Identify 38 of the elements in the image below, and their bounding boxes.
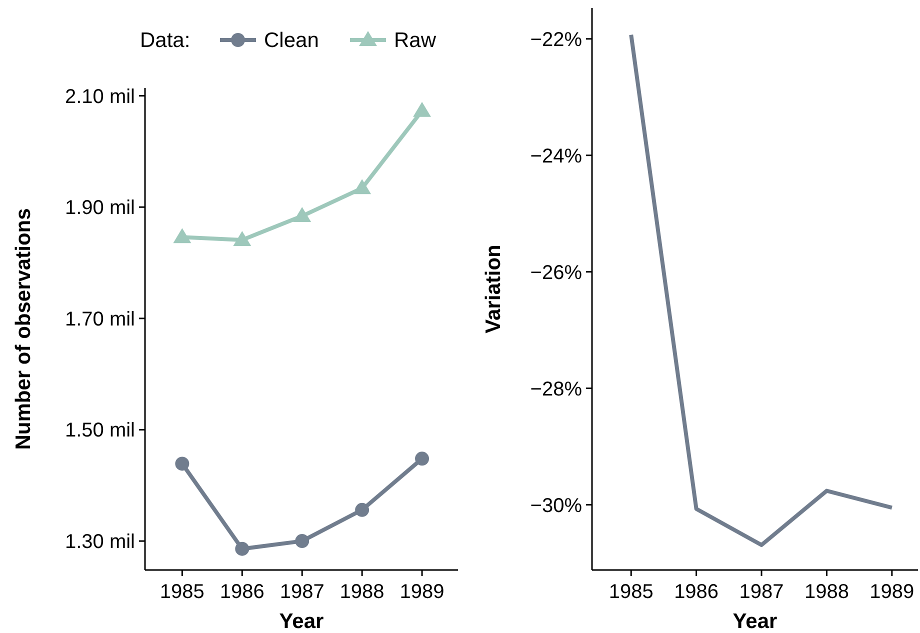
x-axis-title: Year — [732, 610, 778, 633]
x-tick-label: 1988 — [340, 581, 384, 603]
x-tick-label: 1988 — [804, 581, 849, 603]
y-tick-label: 1.90 mil — [64, 197, 135, 220]
y-tick-label: 1.50 mil — [64, 420, 135, 442]
line-series — [629, 32, 894, 547]
point — [173, 228, 192, 244]
y-tick-label: 1.30 mil — [64, 531, 135, 554]
point — [175, 456, 190, 471]
point — [235, 542, 250, 556]
legend-title: Data: — [140, 29, 190, 52]
x-tick-label: 1986 — [674, 581, 719, 603]
point — [353, 179, 372, 194]
y-axis-title: Variation — [482, 244, 505, 334]
legend-label: Clean — [264, 29, 319, 52]
y-tick-label: −26% — [530, 262, 582, 284]
legend-label: Raw — [394, 29, 437, 52]
y-tick-label: −22% — [530, 28, 582, 51]
y-axis-title: Number of observations — [12, 208, 35, 450]
point — [233, 230, 252, 246]
point — [355, 502, 370, 517]
x-tick-label: 1989 — [400, 581, 444, 603]
x-tick-label: 1987 — [739, 581, 784, 603]
x-tick-label: 1987 — [280, 581, 324, 603]
y-tick-label: −28% — [530, 378, 582, 400]
point — [413, 102, 432, 117]
x-tick-label: 1985 — [608, 581, 654, 603]
x-tick-label: 1985 — [160, 581, 204, 603]
y-tick-label: 1.70 mil — [64, 308, 135, 330]
point — [415, 452, 430, 466]
y-tick-label: 2.10 mil — [64, 86, 135, 108]
x-axis-title: Year — [279, 610, 324, 633]
x-tick-label: 1986 — [220, 581, 264, 603]
y-tick-label: −24% — [530, 145, 582, 168]
point — [295, 534, 310, 548]
point — [293, 207, 312, 222]
x-tick-label: 1989 — [870, 581, 914, 603]
y-tick-label: −30% — [530, 494, 582, 517]
